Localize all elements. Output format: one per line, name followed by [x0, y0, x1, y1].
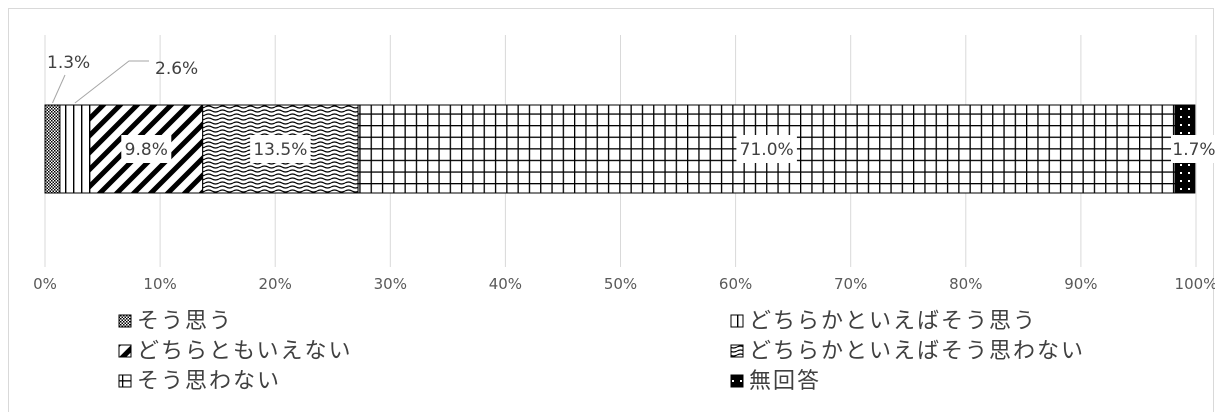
legend-swatch [118, 344, 132, 358]
data-label-box [250, 135, 311, 163]
data-label: 13.5% [253, 140, 307, 160]
data-label: 9.8% [125, 140, 168, 160]
bar-segment-1 [59, 104, 91, 194]
x-tick-label: 20% [259, 275, 292, 293]
data-label-box [1171, 135, 1217, 163]
x-tick-label: 40% [489, 275, 522, 293]
data-label: 1.3% [47, 53, 90, 73]
legend-label: どちらともいえない [137, 339, 353, 364]
legend-label: そう思わない [137, 369, 281, 394]
data-label: 2.6% [155, 59, 198, 79]
legend-label: どちらかといえばそう思う [749, 309, 1037, 334]
x-tick-label: 100% [1175, 275, 1215, 293]
x-tick-label: 70% [834, 275, 867, 293]
data-label-box [736, 135, 797, 163]
x-tick-label: 0% [33, 275, 57, 293]
stacked-bar-chart: 1.3% 2.6% 9.8% 13.5% 71.0% 1.7% 0% 10% 20% 30% 40… [33, 35, 1217, 394]
data-label-box [121, 135, 172, 163]
leader-line [52, 74, 66, 104]
legend-swatch [730, 374, 744, 388]
bar-segment-0 [44, 104, 61, 194]
legend-swatch [730, 314, 744, 328]
leader-line [74, 60, 149, 104]
x-tick-label: 10% [143, 275, 176, 293]
legend-label: 無回答 [749, 369, 821, 394]
x-tick-label: 50% [604, 275, 637, 293]
data-label: 1.7% [1172, 140, 1215, 160]
data-label: 71.0% [740, 140, 794, 160]
x-tick-label: 60% [719, 275, 752, 293]
x-tick-label: 30% [374, 275, 407, 293]
chart-frame: 1.3% 2.6% 9.8% 13.5% 71.0% 1.7% 0% 10% 20% 30% 40… [8, 8, 1217, 412]
legend-label: そう思う [137, 309, 233, 334]
legend-swatch [118, 374, 132, 388]
legend-swatch [118, 314, 132, 328]
legend-swatch [730, 344, 744, 358]
legend-label: どちらかといえばそう思わない [749, 339, 1085, 364]
x-tick-label: 90% [1064, 275, 1097, 293]
x-tick-label: 80% [949, 275, 982, 293]
